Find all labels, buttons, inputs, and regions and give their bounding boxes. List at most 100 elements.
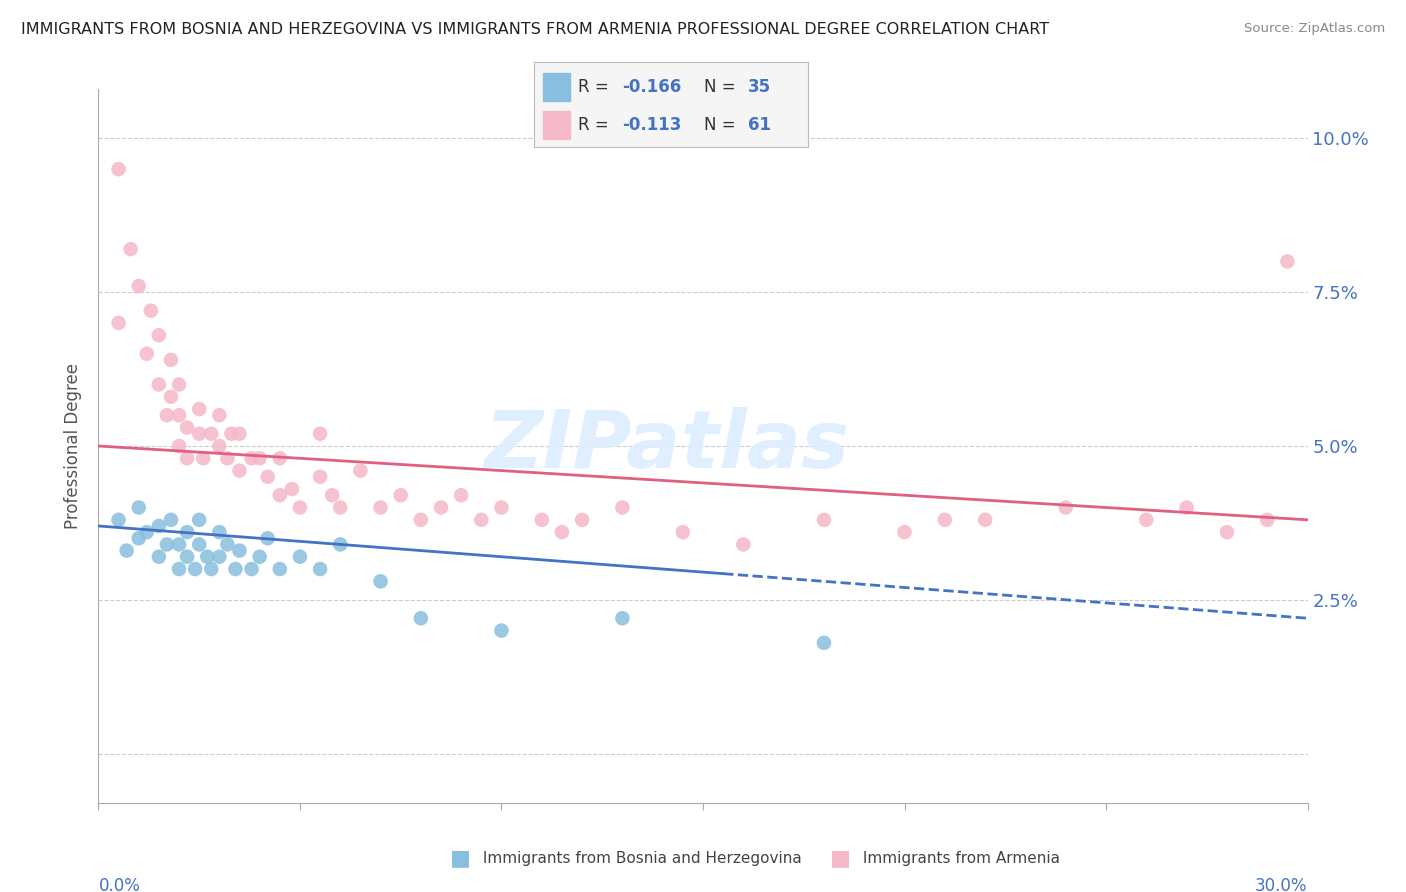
Point [269,451,291,466]
Text: IMMIGRANTS FROM BOSNIA AND HERZEGOVINA VS IMMIGRANTS FROM ARMENIA PROFESSIONAL D: IMMIGRANTS FROM BOSNIA AND HERZEGOVINA V… [21,22,1049,37]
Point [184,562,207,576]
Point [128,279,150,293]
Point [160,513,183,527]
Point [107,513,129,527]
Point [430,500,453,515]
Point [249,549,271,564]
Bar [543,72,569,101]
Point [321,488,343,502]
Point [256,531,278,545]
Point [115,543,138,558]
Point [135,347,157,361]
Point [208,409,231,423]
Point [470,513,492,527]
Point [128,531,150,545]
Point [329,537,352,551]
Point [228,464,250,478]
Point [571,513,593,527]
Point [128,500,150,515]
Text: Source: ZipAtlas.com: Source: ZipAtlas.com [1244,22,1385,36]
Point [1054,500,1077,515]
Point [269,562,291,576]
Point [491,500,513,515]
Point [491,624,513,638]
Point [188,537,211,551]
Point [934,513,956,527]
Text: Immigrants from Bosnia and Herzegovina: Immigrants from Bosnia and Herzegovina [478,851,801,865]
Point [1216,525,1239,540]
Point [156,409,179,423]
Text: 35: 35 [748,78,772,95]
Text: N =: N = [704,78,741,95]
Text: R =: R = [578,78,614,95]
Point [1277,254,1299,268]
Point [612,500,634,515]
Point [188,426,211,441]
Point [135,525,157,540]
Point [217,451,239,466]
Point [974,513,997,527]
Point [551,525,574,540]
Text: R =: R = [578,116,614,134]
Point [240,451,263,466]
Point [167,409,190,423]
Point [176,420,198,434]
Text: ■: ■ [450,848,471,868]
Point [288,549,311,564]
Point [221,426,243,441]
Point [200,562,222,576]
Point [148,377,170,392]
Point [893,525,915,540]
Point [139,303,162,318]
Bar [543,111,569,139]
Text: 61: 61 [748,116,770,134]
Text: N =: N = [704,116,741,134]
Point [269,488,291,502]
Text: ZIPatlas: ZIPatlas [484,407,849,485]
Point [813,636,835,650]
Point [167,562,190,576]
Point [349,464,371,478]
Point [120,242,142,256]
Text: Immigrants from Armenia: Immigrants from Armenia [858,851,1060,865]
Point [107,162,129,177]
Text: 30.0%: 30.0% [1256,877,1308,892]
Point [176,549,198,564]
Point [167,439,190,453]
Point [195,549,218,564]
Point [612,611,634,625]
Point [389,488,412,502]
Point [176,525,198,540]
Point [228,426,250,441]
Point [370,500,392,515]
Point [188,402,211,417]
Point [217,537,239,551]
Point [188,513,211,527]
Point [733,537,755,551]
Point [672,525,695,540]
Y-axis label: Professional Degree: Professional Degree [65,363,83,529]
Point [156,537,179,551]
Point [409,611,432,625]
Point [309,426,332,441]
Point [160,390,183,404]
Point [208,439,231,453]
Point [200,426,222,441]
Point [249,451,271,466]
Point [240,562,263,576]
Text: ■: ■ [830,848,851,868]
Point [530,513,553,527]
Point [813,513,835,527]
Point [1175,500,1198,515]
Point [256,469,278,483]
Point [224,562,246,576]
Point [208,525,231,540]
Point [309,469,332,483]
Point [228,543,250,558]
Point [309,562,332,576]
Point [148,549,170,564]
Point [193,451,215,466]
Point [281,482,304,496]
Point [148,328,170,343]
Point [107,316,129,330]
